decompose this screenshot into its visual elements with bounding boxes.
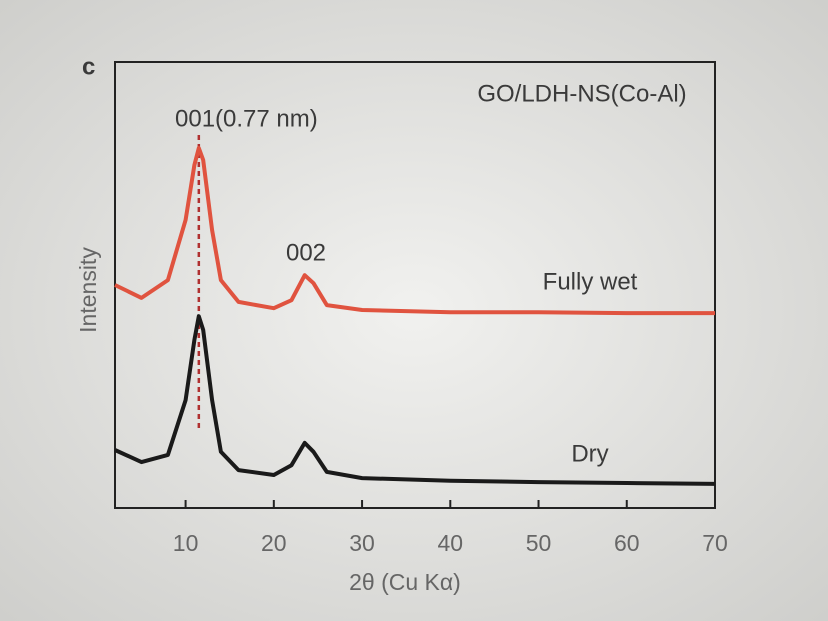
- series-line: [114, 314, 716, 486]
- x-tick-label: 10: [173, 530, 199, 556]
- x-tick-label: 40: [437, 530, 463, 556]
- series-label: Fully wet: [543, 268, 638, 295]
- series-label: Dry: [571, 440, 608, 467]
- annotation: 001(0.77 nm): [175, 105, 318, 132]
- x-tick-label: 20: [261, 530, 287, 556]
- annotation: 002: [286, 239, 326, 266]
- series-line: [114, 146, 715, 316]
- x-tick-label: 70: [702, 530, 728, 556]
- chart-title: GO/LDH-NS(Co-Al): [477, 80, 686, 107]
- x-tick-label: 50: [526, 530, 552, 556]
- x-tick-label: 60: [614, 530, 640, 556]
- x-axis-label: 2θ (Cu Kα): [349, 569, 461, 595]
- x-tick-label: 30: [349, 530, 375, 556]
- panel-label: c: [82, 53, 95, 80]
- y-axis-label: Intensity: [75, 247, 101, 333]
